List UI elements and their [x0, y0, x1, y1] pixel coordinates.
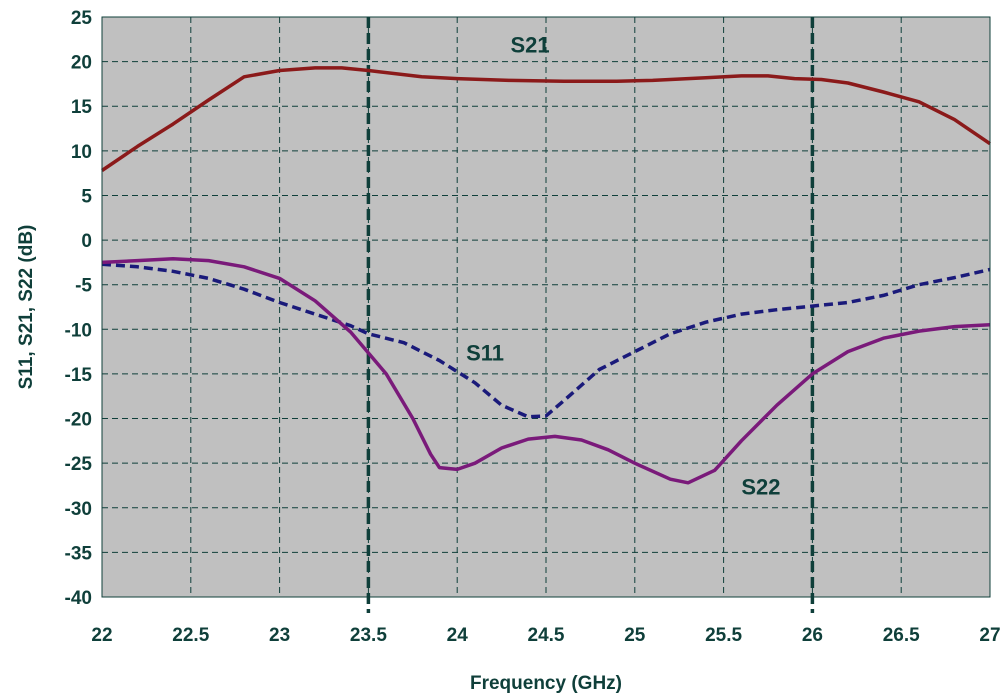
- y-tick-label: -30: [65, 499, 92, 520]
- series-label-s11: S11: [466, 341, 504, 366]
- y-tick-label: -15: [65, 365, 93, 386]
- y-tick-label: -25: [65, 454, 93, 475]
- x-tick-label: 25.5: [705, 625, 742, 646]
- plot-border: [101, 16, 991, 598]
- x-tick-labels: 22 22.5 23 23.5 24 24.5 25 25.5 26 26.5 27: [91, 625, 1000, 646]
- x-tick-label: 24: [447, 625, 469, 646]
- y-tick-label: 5: [81, 186, 92, 207]
- y-tick-label: -35: [65, 543, 93, 564]
- y-tick-label: 25: [71, 8, 93, 29]
- x-tick-label: 24.5: [528, 625, 565, 646]
- series-label-s22: S22: [741, 474, 780, 499]
- data-series: [101, 66, 991, 485]
- series-line-s21: [101, 66, 991, 172]
- y-tick-label: -10: [65, 320, 92, 341]
- y-axis-title: S11, S21, S22 (dB): [16, 225, 37, 390]
- y-tick-label: 10: [71, 142, 92, 163]
- x-tick-label: 26: [802, 625, 823, 646]
- x-tick-label: 22.5: [172, 625, 209, 646]
- y-tick-label: 0: [81, 231, 92, 252]
- y-tick-label: 15: [71, 97, 93, 118]
- x-axis-title: Frequency (GHz): [470, 673, 622, 694]
- x-tick-label: 22: [91, 625, 112, 646]
- series-label-s21: S21: [510, 33, 549, 58]
- x-tick-label: 23: [269, 625, 290, 646]
- y-tick-label: -20: [65, 410, 92, 431]
- x-tick-label: 25: [624, 625, 646, 646]
- series-line-s22: [101, 257, 991, 485]
- x-tick-label: 23.5: [350, 625, 387, 646]
- y-tick-label: -40: [65, 588, 92, 609]
- y-tick-label: 20: [71, 53, 92, 74]
- series-line-s11: [101, 262, 991, 419]
- x-tick-label: 27: [979, 625, 1000, 646]
- x-tick-label: 26.5: [883, 625, 920, 646]
- band-markers: [366, 17, 815, 613]
- y-tick-label: -5: [75, 276, 92, 297]
- series-labels: S21 S11 S22: [466, 33, 780, 500]
- y-tick-labels: 25 20 15 10 5 0 -5 -10 -15 -20 -25 -30 -35 -40: [65, 8, 93, 609]
